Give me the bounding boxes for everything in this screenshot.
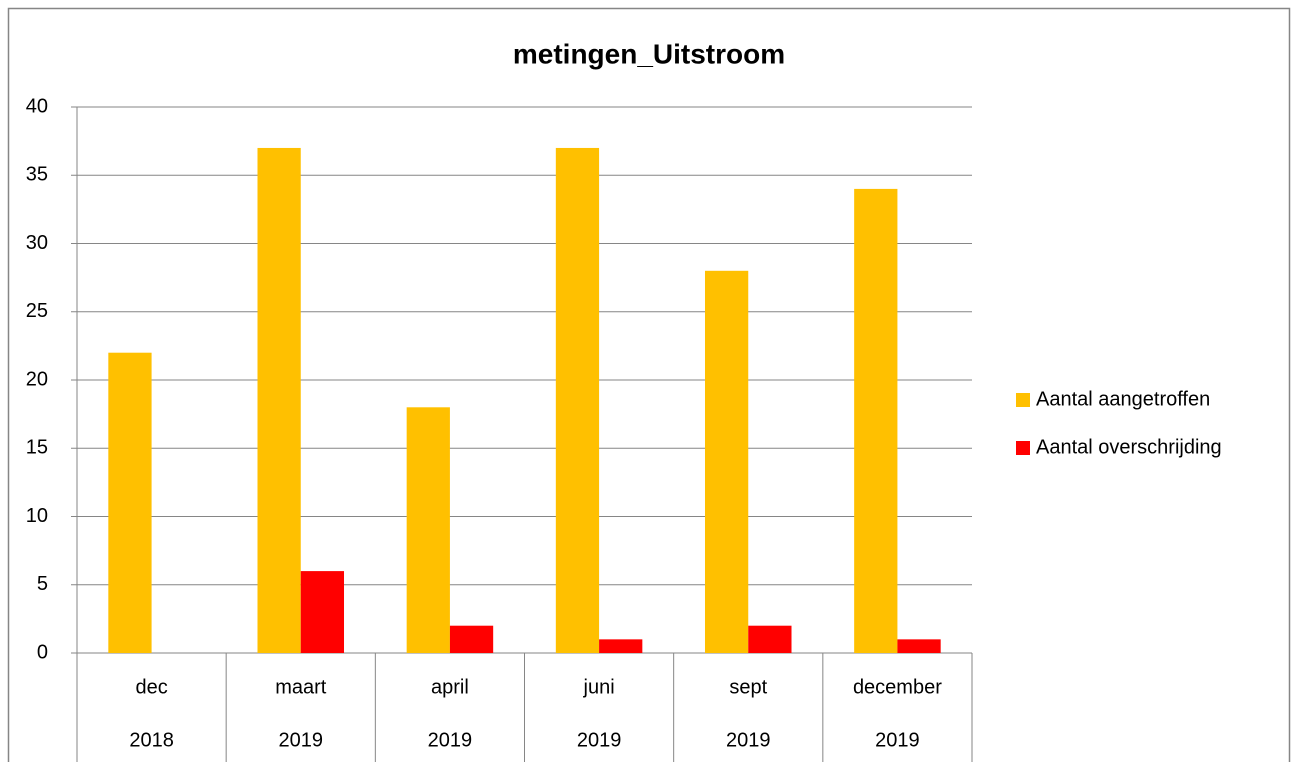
x-group-label: 2018 (129, 729, 174, 751)
chart-border (7, 7, 1291, 762)
bar (704, 270, 749, 653)
bar (555, 147, 600, 653)
bar (897, 639, 941, 653)
chart-title: metingen_Uitstroom (513, 38, 785, 69)
y-tick-label: 40 (26, 95, 48, 117)
legend-swatch (1016, 393, 1030, 407)
y-tick-label: 25 (26, 300, 48, 322)
bar (406, 407, 450, 653)
x-tick-label: maart (275, 676, 327, 698)
x-tick-label: december (853, 676, 942, 698)
x-group-label: 2019 (577, 729, 622, 751)
bar (449, 625, 494, 653)
y-tick-label: 5 (37, 573, 48, 595)
x-tick-label: juni (583, 676, 615, 698)
x-group-label: 2019 (875, 729, 920, 751)
y-tick-label: 35 (26, 164, 48, 186)
legend-label: Aantal aangetroffen (1036, 388, 1210, 410)
y-tick-label: 30 (26, 232, 48, 254)
bar (599, 639, 643, 653)
x-group-label: 2019 (726, 729, 771, 751)
bar (854, 188, 898, 653)
bar (748, 625, 792, 653)
x-tick-label: dec (135, 676, 167, 698)
y-tick-label: 15 (26, 437, 48, 459)
y-tick-label: 0 (37, 641, 48, 663)
bar (108, 352, 152, 653)
bar (257, 147, 301, 653)
x-tick-label: april (431, 676, 469, 698)
y-tick-label: 10 (26, 505, 48, 527)
legend-swatch (1016, 441, 1030, 455)
x-tick-label: sept (729, 676, 767, 698)
y-tick-label: 20 (26, 368, 48, 390)
bar (300, 571, 345, 653)
x-group-label: 2019 (428, 729, 473, 751)
x-group-label: 2019 (279, 729, 324, 751)
legend-label: Aantal overschrijding (1036, 436, 1222, 458)
